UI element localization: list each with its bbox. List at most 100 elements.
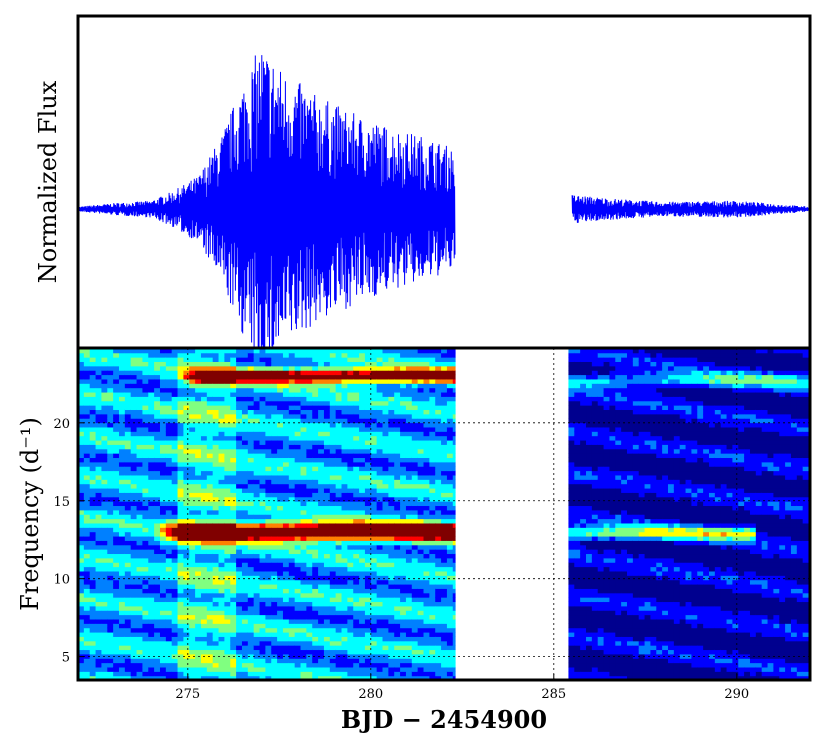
- spectrogram-cell: [107, 627, 114, 633]
- spectrogram-cell: [195, 439, 202, 445]
- spectrogram-cell: [83, 631, 91, 637]
- spectrogram-cell: [212, 640, 220, 646]
- spectrogram-cell: [224, 549, 231, 555]
- spectrogram-cell: [318, 653, 325, 659]
- spectrogram-cell: [230, 461, 237, 467]
- spectrogram-cell: [89, 636, 97, 642]
- spectrogram-cell: [142, 466, 149, 472]
- spectrogram-cell: [364, 636, 372, 642]
- spectrogram-cell: [288, 535, 296, 541]
- spectrogram-cell: [136, 505, 144, 511]
- spectrogram-cell: [353, 348, 360, 354]
- spectrogram-cell: [441, 610, 448, 616]
- spectrogram-cell: [318, 391, 325, 397]
- spectrogram-cell: [195, 365, 202, 371]
- spectrogram-cell: [265, 444, 272, 450]
- spectrogram-cell: [148, 435, 155, 441]
- spectrogram-cell: [364, 540, 372, 546]
- spectrogram-cell: [359, 435, 366, 441]
- spectrogram-cell: [230, 618, 237, 624]
- spectrogram-cell: [118, 666, 126, 672]
- spectrogram-cell: [165, 540, 173, 546]
- spectrogram-cell: [89, 357, 97, 362]
- spectrogram-cell: [271, 431, 278, 437]
- spectrogram-cell: [265, 514, 272, 520]
- spectrogram-cell: [200, 383, 208, 389]
- spectrogram-cell: [195, 378, 202, 384]
- spectrogram-cell: [200, 378, 208, 384]
- spectrogram-cell: [452, 623, 456, 629]
- spectrogram-cell: [347, 352, 354, 358]
- spectrogram-cell: [329, 348, 337, 354]
- spectrogram-cell: [271, 457, 278, 463]
- spectrogram-cell: [230, 662, 237, 668]
- spectrogram-cell: [212, 422, 220, 428]
- spectrogram-cell: [189, 357, 196, 362]
- spectrogram-cell: [341, 357, 348, 362]
- spectrogram-cell: [241, 649, 249, 655]
- spectrogram-cell: [435, 505, 442, 511]
- spectrogram-cell: [218, 605, 225, 611]
- spectrogram-cell: [271, 400, 278, 406]
- spectrogram-cell: [89, 470, 97, 476]
- spectrogram-cell: [101, 374, 108, 380]
- spectrogram-cell: [206, 636, 214, 642]
- spectrogram-cell: [400, 370, 407, 376]
- spectrogram-cell: [212, 636, 220, 642]
- spectrogram-cell: [353, 435, 360, 441]
- spectrogram-cell: [400, 636, 407, 642]
- spectrogram-cell: [323, 413, 331, 419]
- spectrogram-cell: [89, 496, 97, 502]
- spectrogram-cell: [446, 666, 454, 672]
- spectrogram-cell: [294, 631, 302, 637]
- spectrogram-cell: [236, 461, 243, 467]
- spectrogram-cell: [247, 396, 255, 402]
- spectrogram-cell: [101, 492, 108, 498]
- spectrogram-cell: [411, 509, 419, 515]
- spectrogram-cell: [359, 374, 366, 380]
- spectrogram-cell: [405, 435, 413, 441]
- spectrogram-cell: [206, 583, 214, 589]
- spectrogram-cell: [394, 479, 401, 485]
- spectrogram-cell: [400, 439, 407, 445]
- spectrogram-cell: [382, 501, 389, 507]
- spectrogram-cell: [417, 614, 425, 620]
- spectrogram-cell: [159, 522, 167, 528]
- spectrogram-cell: [329, 514, 337, 520]
- spectrogram-cell: [294, 357, 302, 362]
- spectrogram-cell: [200, 374, 208, 380]
- spectrogram-cell: [236, 518, 243, 524]
- spectrogram-cell: [417, 645, 425, 651]
- spectrogram-cell: [282, 474, 290, 480]
- spectrogram-cell: [241, 453, 249, 459]
- spectrogram-cell: [83, 391, 91, 397]
- spectrogram-cell: [142, 583, 149, 589]
- spectrogram-cell: [394, 522, 401, 528]
- spectrogram-cell: [435, 610, 442, 616]
- spectrogram-cell: [300, 391, 307, 397]
- spectrogram-cell: [107, 544, 114, 550]
- spectrogram-cell: [282, 623, 290, 629]
- spectrogram-cell: [253, 671, 261, 677]
- spectrogram-cell: [359, 483, 366, 489]
- spectrogram-cell: [388, 361, 395, 367]
- spectrogram-cell: [435, 383, 442, 389]
- spectrogram-cell: [171, 383, 179, 389]
- spectrogram-cell: [452, 618, 456, 624]
- spectrogram-cell: [136, 396, 144, 402]
- spectrogram-cell: [171, 444, 179, 450]
- spectrogram-cell: [441, 453, 448, 459]
- spectrogram-cell: [341, 422, 348, 428]
- spectrogram-cell: [300, 649, 307, 655]
- spectrogram-cell: [101, 640, 108, 646]
- spectrogram-cell: [212, 518, 220, 524]
- spectrogram-cell: [359, 405, 366, 411]
- spectrogram-cell: [259, 405, 266, 411]
- spectrogram-cell: [382, 431, 389, 437]
- spectrogram-cell: [118, 597, 126, 603]
- spectrogram-cell: [89, 378, 97, 384]
- spectrogram-cell: [83, 431, 91, 437]
- spectrogram-cell: [200, 649, 208, 655]
- spectrogram-cell: [288, 636, 296, 642]
- spectrogram-cell: [271, 553, 278, 559]
